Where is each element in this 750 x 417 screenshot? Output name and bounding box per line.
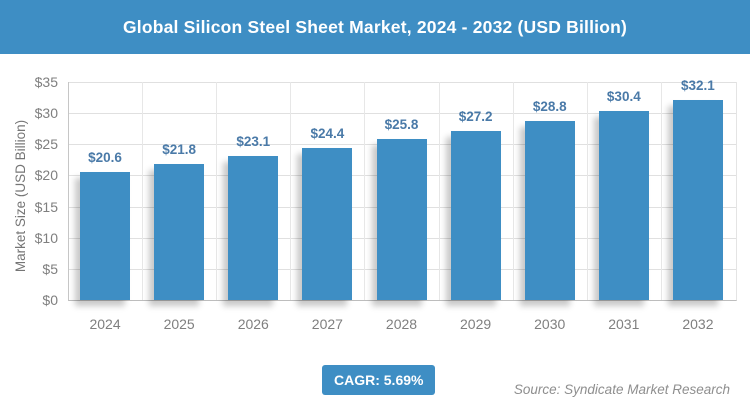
bar-value-label: $21.8 [162, 142, 197, 158]
gridline-vertical [438, 82, 440, 300]
gridline-vertical [142, 82, 144, 300]
x-axis-tick-label: 2029 [460, 316, 492, 332]
gridline-horizontal [69, 113, 736, 115]
gridline-vertical [216, 82, 218, 300]
plot-area [68, 82, 737, 301]
chart-title: Global Silicon Steel Sheet Market, 2024 … [122, 16, 628, 37]
x-axis-tick-label: 2028 [385, 316, 418, 332]
bar-value-label: $25.8 [384, 117, 419, 133]
gridline-vertical [290, 82, 292, 300]
y-axis-tick-label: $10 [34, 229, 58, 246]
y-axis-tick-label: $25 [34, 136, 58, 153]
bar-value-label: $27.2 [458, 108, 493, 124]
bar-value-label: $24.4 [310, 126, 345, 142]
y-axis-tick-label: $15 [34, 198, 58, 215]
x-axis-tick-label: 2027 [311, 316, 343, 332]
chart-footer: CAGR: 5.69% Source: Syndicate Market Res… [0, 354, 750, 417]
bar-value-label: $20.6 [88, 149, 122, 165]
y-axis-tick-label: $30 [34, 105, 58, 122]
bar-chart: Market Size (USD Billion) $0 $5 $10 $15 $20 $… [0, 54, 750, 354]
gridline-vertical [660, 82, 662, 300]
x-axis-tick-label: 2032 [682, 316, 714, 332]
gridline-vertical [364, 82, 366, 300]
bar-2031 [598, 110, 649, 300]
bar-2028 [376, 139, 427, 300]
bar-2027 [302, 148, 353, 300]
y-axis-tick-label: $35 [34, 74, 58, 90]
x-axis-tick-label: 2031 [608, 316, 640, 332]
gridline-horizontal [69, 82, 736, 83]
x-axis-tick-label: 2024 [89, 316, 121, 332]
bar-2025 [154, 164, 205, 300]
cagr-label: CAGR: 5.69% [334, 372, 424, 388]
bar-2032 [672, 100, 723, 300]
x-axis-tick-label: 2025 [163, 316, 195, 332]
cagr-badge: CAGR: 5.69% [322, 365, 436, 395]
bar-2030 [524, 120, 575, 300]
x-axis-tick-label: 2026 [237, 316, 269, 332]
bar-2026 [228, 156, 279, 300]
bar-value-label: $23.1 [236, 134, 271, 150]
gridline-vertical [512, 82, 514, 300]
chart-title-bar: Global Silicon Steel Sheet Market, 2024 … [0, 0, 750, 54]
bar-value-label: $28.8 [532, 98, 567, 114]
source-credit: Source: Syndicate Market Research [513, 382, 730, 397]
bar-2024 [80, 171, 131, 300]
gridline-vertical [586, 82, 588, 300]
x-axis-tick-label: 2030 [534, 316, 566, 332]
bar-value-label: $32.1 [681, 78, 715, 94]
y-axis-tick-label: $0 [42, 292, 58, 308]
y-axis-tick-label: $5 [42, 260, 58, 277]
y-axis-tick-label: $20 [34, 167, 58, 184]
bar-value-label: $30.4 [606, 88, 641, 104]
bar-2029 [450, 130, 501, 300]
